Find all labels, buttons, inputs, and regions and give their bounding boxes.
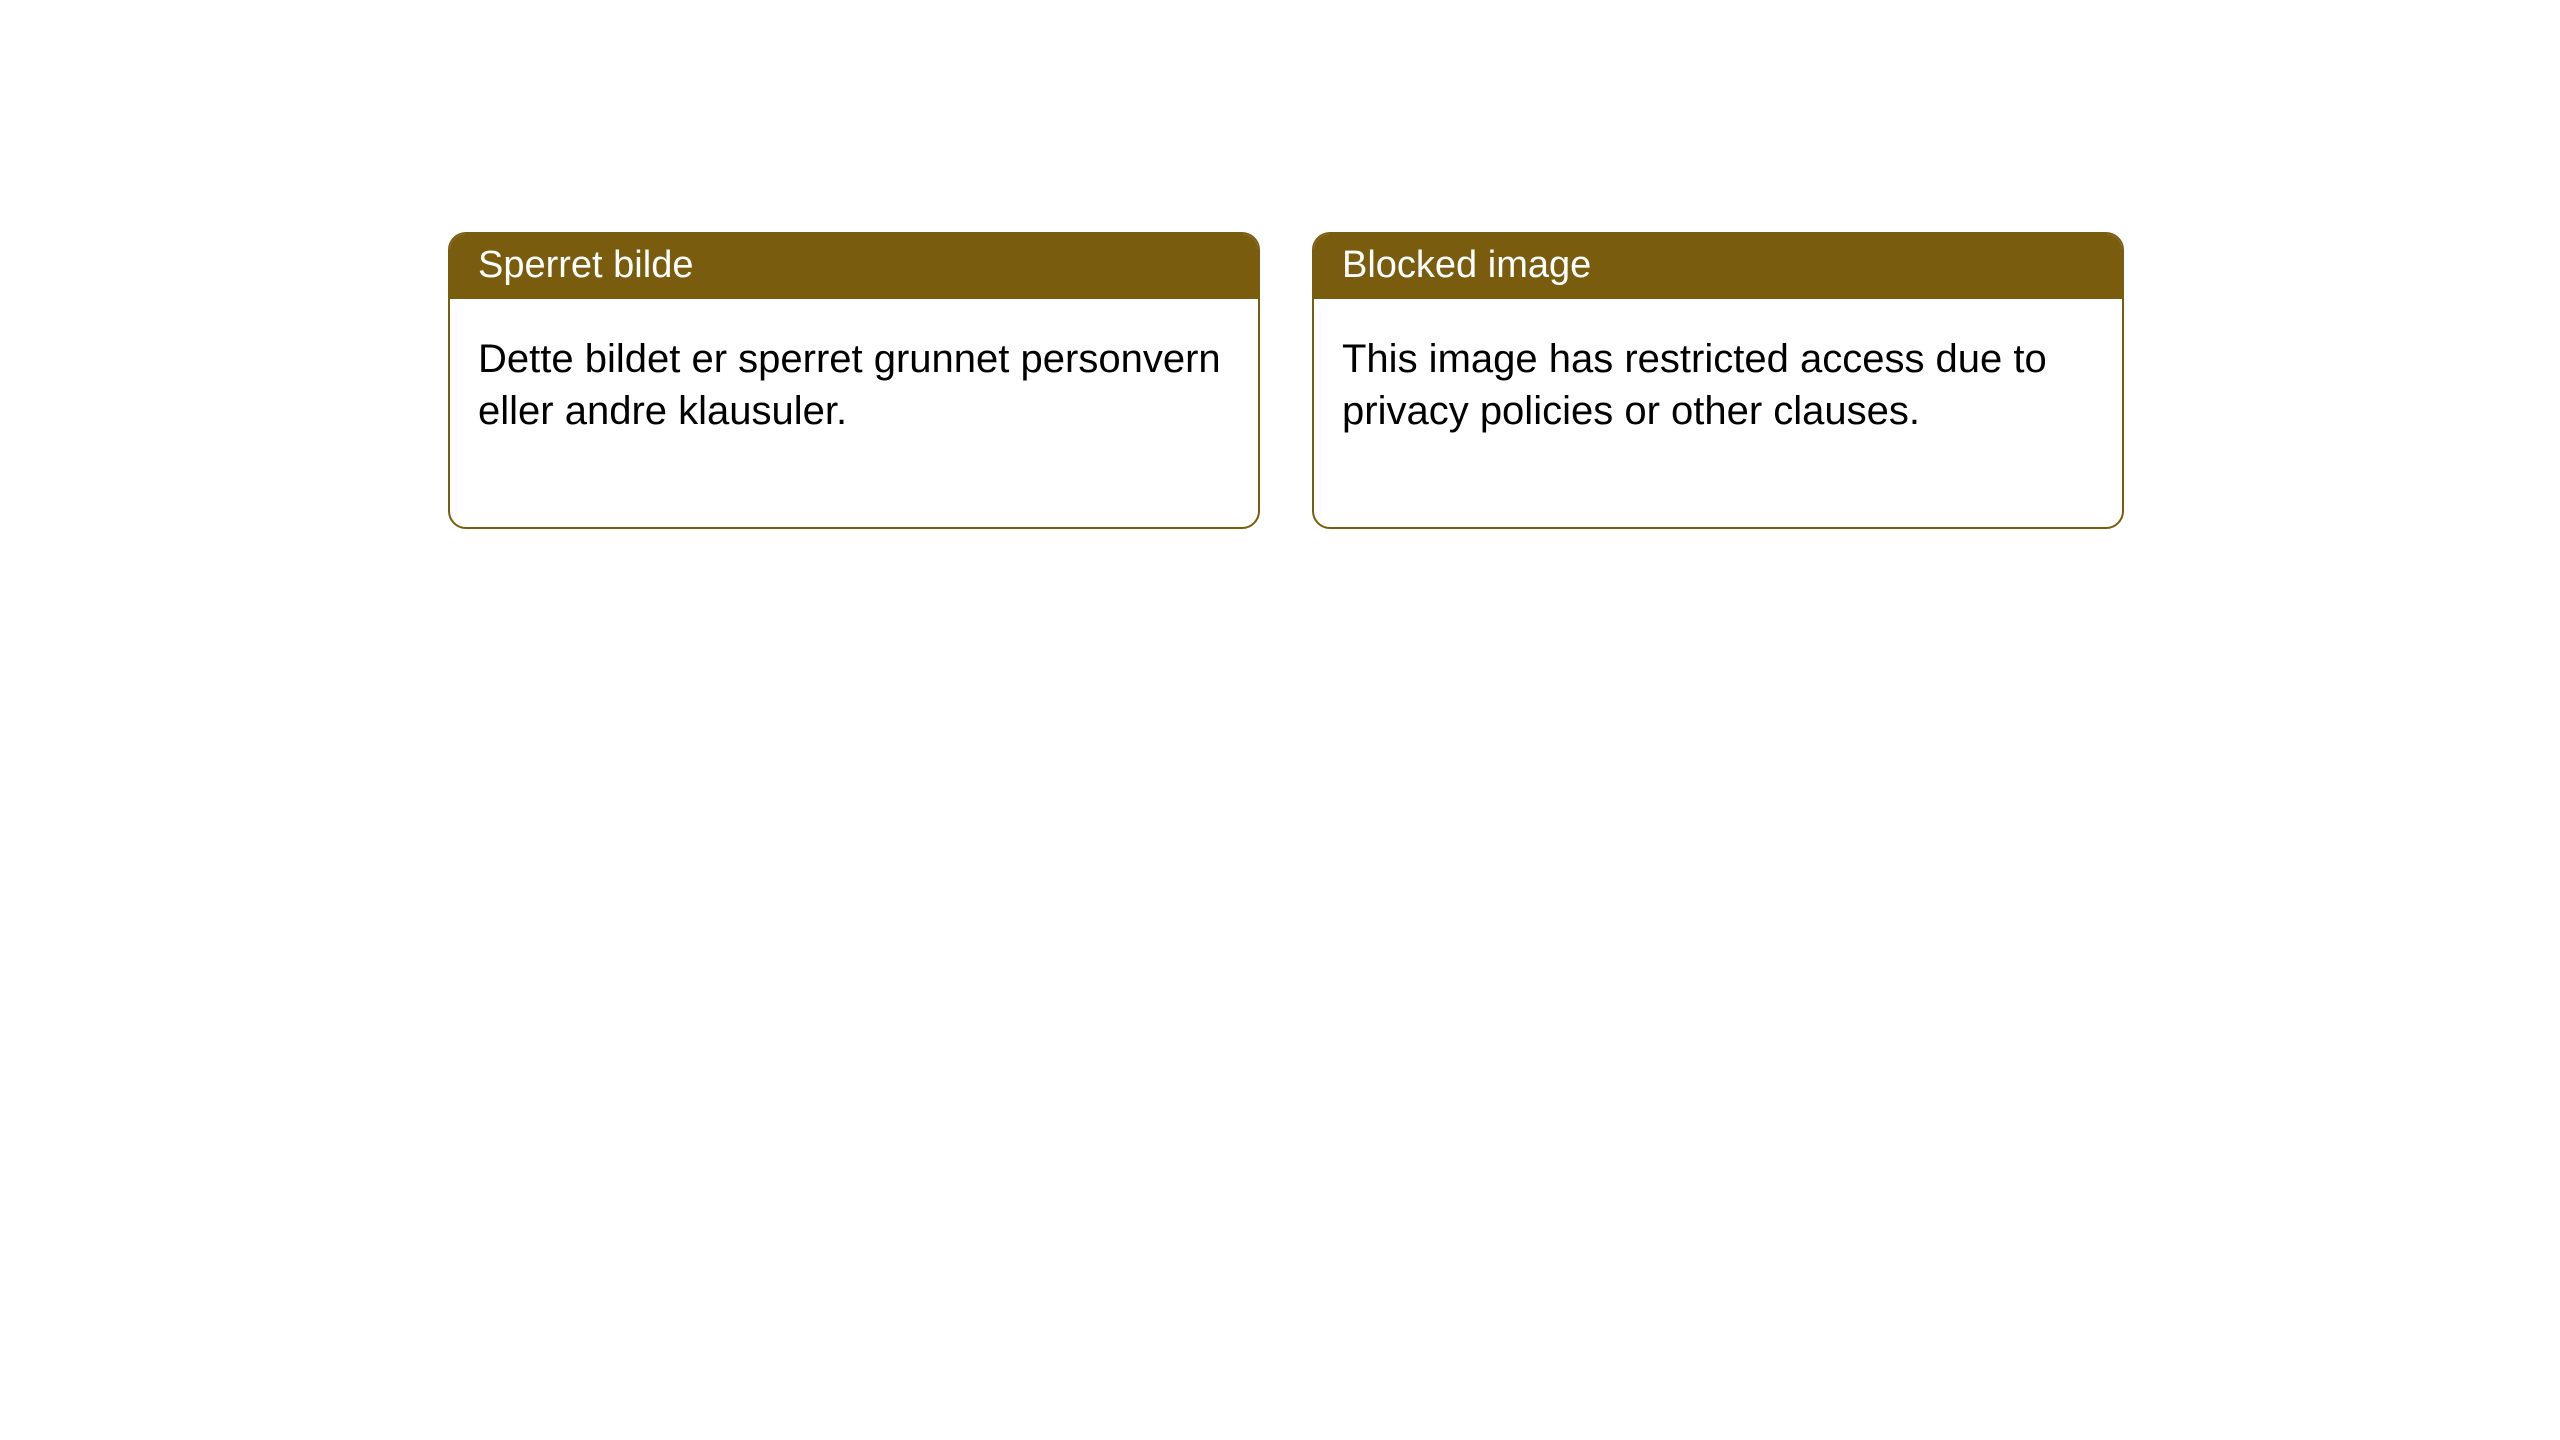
notice-body: Dette bildet er sperret grunnet personve… — [450, 299, 1258, 527]
notice-body-text: This image has restricted access due to … — [1342, 337, 2047, 433]
notice-body-text: Dette bildet er sperret grunnet personve… — [478, 337, 1221, 433]
notice-header: Blocked image — [1314, 234, 2122, 299]
notice-container: Sperret bilde Dette bildet er sperret gr… — [0, 0, 2560, 529]
notice-title: Blocked image — [1342, 244, 1591, 286]
notice-card-english: Blocked image This image has restricted … — [1312, 232, 2124, 529]
notice-title: Sperret bilde — [478, 244, 693, 286]
notice-body: This image has restricted access due to … — [1314, 299, 2122, 527]
notice-card-norwegian: Sperret bilde Dette bildet er sperret gr… — [448, 232, 1260, 529]
notice-header: Sperret bilde — [450, 234, 1258, 299]
